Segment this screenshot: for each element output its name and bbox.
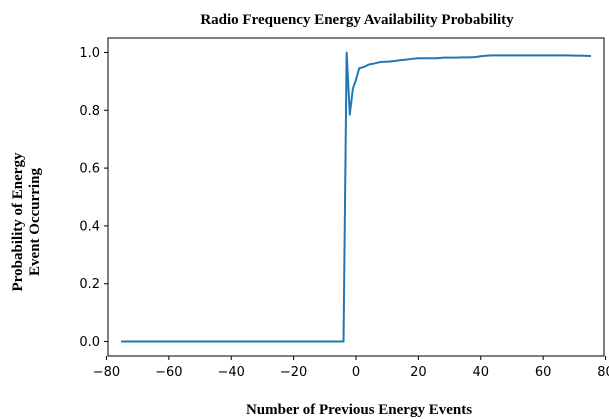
y-tick-label: 0.0	[79, 335, 100, 350]
chart-title: Radio Frequency Energy Availability Prob…	[200, 12, 514, 28]
x-tick-label: 60	[535, 365, 552, 380]
series-line-1	[121, 51, 591, 343]
y-tick-label: 0.2	[79, 277, 100, 292]
y-tick-label: 0.6	[79, 162, 100, 177]
x-tick-label: −80	[93, 365, 120, 380]
x-tick-label: −60	[155, 365, 182, 380]
x-tick-label: 20	[410, 365, 427, 380]
x-tick-label: 80	[597, 365, 609, 380]
plot-area: −80 −60 −40 −20 0 20 40 60 80 0.0 0.2 0.4 0.6 0.8 1.0	[79, 37, 609, 380]
x-axis-label: Number of Previous Energy Events	[246, 402, 472, 418]
x-tick-label: −20	[280, 365, 307, 380]
y-tick-label: 1.0	[79, 46, 100, 61]
plot-frame	[107, 37, 605, 357]
y-axis-label: Probability of Energy Event Occurring	[10, 152, 43, 291]
y-tick-label: 0.4	[79, 219, 100, 234]
x-tick-label: −40	[218, 365, 245, 380]
x-tick-label: 0	[352, 365, 360, 380]
y-axis-label-line-2: Event Occurring	[27, 168, 43, 276]
y-axis-label-line-1: Probability of Energy	[10, 152, 26, 291]
y-tick-label: 0.8	[79, 104, 100, 119]
x-tick-label: 40	[473, 365, 490, 380]
